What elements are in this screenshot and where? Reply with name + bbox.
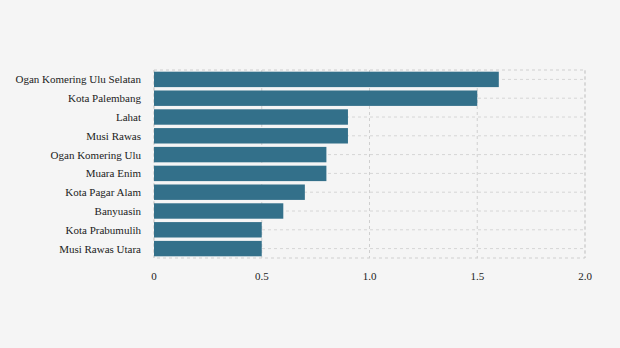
bar (154, 147, 326, 162)
bar (154, 222, 262, 237)
bar (154, 72, 499, 87)
bars (154, 72, 499, 257)
tick-label: 0 (151, 270, 157, 282)
bar (154, 109, 348, 124)
category-label: Banyuasin (95, 205, 142, 217)
bar (154, 166, 326, 181)
tick-label: 2.0 (578, 270, 592, 282)
tick-label: 1.0 (363, 270, 377, 282)
category-label: Musi Rawas Utara (59, 243, 141, 255)
category-label: Kota Palembang (68, 92, 142, 104)
chart: 0 0.5 1.0 1.5 2.0 Ogan Komering Ulu Selatan Ko… (0, 0, 620, 348)
category-label: Kota Prabumulih (66, 224, 142, 236)
category-label: Ogan Komering Ulu (51, 149, 142, 161)
plot-frame (154, 70, 585, 258)
bar (154, 128, 348, 143)
grid-line (585, 70, 586, 258)
bar (154, 90, 477, 105)
category-label: Ogan Komering Ulu Selatan (15, 73, 141, 85)
chart-svg: 0 0.5 1.0 1.5 2.0 Ogan Komering Ulu Selatan Ko… (0, 0, 620, 348)
tick-label: 1.5 (470, 270, 484, 282)
category-label: Kota Pagar Alam (65, 186, 141, 198)
tick-label: 0.5 (255, 270, 269, 282)
category-label: Muara Enim (86, 167, 142, 179)
category-label: Lahat (116, 111, 141, 123)
category-label: Musi Rawas (86, 130, 141, 142)
bar (154, 203, 283, 218)
bar (154, 241, 262, 256)
bar (154, 184, 305, 199)
